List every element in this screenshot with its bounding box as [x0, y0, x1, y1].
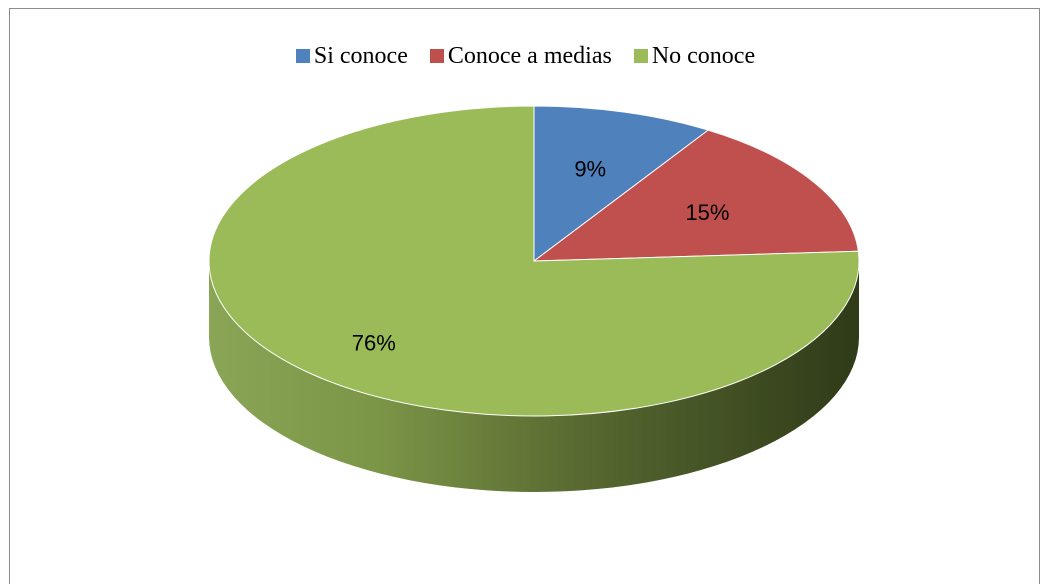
legend-label-0: Si conoce	[313, 42, 408, 69]
chart-legend: Si conoce Conoce a medias No conoce	[10, 41, 1041, 71]
legend-label-1: Conoce a medias	[447, 42, 612, 69]
slice-label-1: 15%	[685, 200, 729, 225]
legend-entry-1: Conoce a medias	[429, 42, 612, 70]
slice-label-0: 9%	[574, 157, 606, 182]
pie-slice-0	[533, 105, 710, 263]
pie-slice-2	[208, 105, 860, 417]
legend-swatch-2	[633, 49, 648, 63]
legend-swatch-0	[295, 49, 310, 63]
pie-chart: 9% 15% 76%	[208, 105, 860, 492]
legend-label-2: No conoce	[651, 42, 756, 69]
legend-swatch-1	[429, 49, 444, 63]
legend-entry-2: No conoce	[633, 42, 756, 70]
chart-frame: Si conoce Conoce a medias No conoce 9% 15% 7…	[9, 8, 1040, 584]
pie-side-wall	[209, 261, 859, 492]
legend-entry-0: Si conoce	[295, 42, 408, 70]
pie-slice-1	[532, 129, 859, 262]
slice-label-2: 76%	[352, 330, 396, 355]
